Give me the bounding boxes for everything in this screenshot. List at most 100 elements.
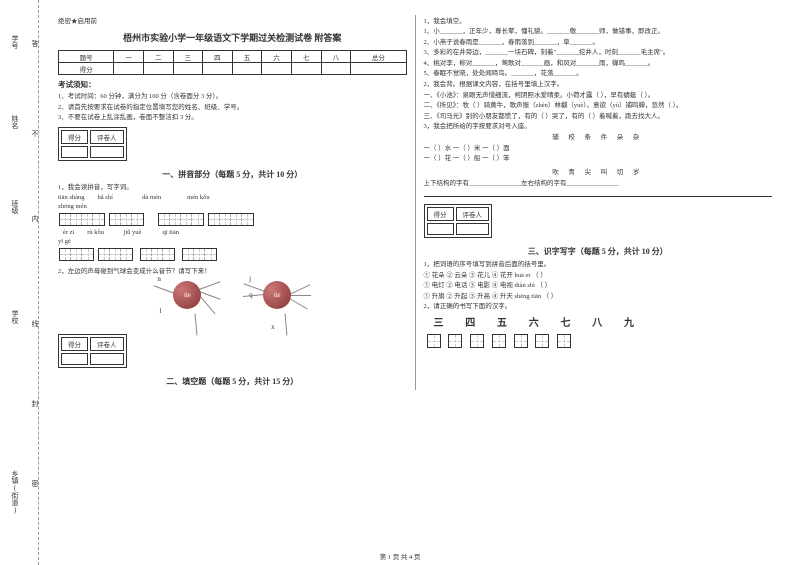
fill-item: 2、小燕子说春雨是_______，春雨落到_______，草_______。 [424,38,773,47]
write-box[interactable] [109,213,144,226]
write-box[interactable] [140,248,175,261]
balloon-diagram: n üe l j q [58,277,407,313]
char-bank: 吹 青 尖 叫 切 岁 [424,168,773,177]
right-column: 1，我会填空。 1、小_______，正年少，尊长辈，懂礼貌。_______敬_… [416,15,781,390]
pinyin: yī gè [58,238,407,245]
th: 一 [114,51,144,63]
section-1-title: 一、拼音部分（每题 5 分，共计 10 分） [58,169,407,180]
pinyin: qī tiān [163,229,179,236]
hanzi: 七 [561,314,571,329]
margin-label-class: 班级 [10,200,20,214]
pinyin: rù kǒu [87,229,104,236]
notice-title: 考试须知： [58,79,407,90]
option-row: ① 花朵 ② 云朵 ③ 花儿 ④ 花开 huā er （ ） [424,271,773,280]
score-label: 得分 [61,130,88,144]
hanzi: 三 [434,314,444,329]
margin-label-name: 姓名 [10,115,20,129]
left-column: 绝密★启用前 梧州市实验小学一年级语文下学期过关检测试卷 附答案 题号 一 二 … [50,15,415,390]
write-cell[interactable] [492,334,506,348]
question: 2，请正确的书写下面的汉字。 [424,302,773,311]
write-box[interactable] [59,248,94,261]
tianzige-row [58,247,407,262]
pinyin: bǎ shí [98,194,113,201]
char-bank: 辅 校 条 件 朵 杂 [424,133,773,142]
pinyin: tiān shàng [58,194,85,201]
margin-label-school: 学校 [10,310,20,324]
score-label: 得分 [61,337,88,351]
write-cell[interactable] [470,334,484,348]
question: 1，把词语的序号填写到拼音后面的括号里。 [424,260,773,269]
write-cell[interactable] [535,334,549,348]
char-grid-row [424,332,773,350]
structure-fill: 上下结构的字有________________左右结构的字有__________… [424,179,773,188]
th: 四 [203,51,233,63]
dash-mark: 密 [30,480,40,487]
question: 1，我会填空。 [424,17,773,26]
hanzi: 四 [465,314,475,329]
th: 八 [321,51,351,63]
binding-margin: 学号 姓名 班级 学校 乡镇(街道) 答 不 内 线 封 密 [0,0,45,565]
dash-mark: 封 [30,400,40,407]
section-2-title: 二、填空题（每题 5 分，共计 15 分） [58,376,407,387]
write-cell[interactable] [557,334,571,348]
score-label: 得分 [427,207,454,221]
letter: j [249,275,251,283]
th: 题号 [59,51,114,63]
notice-item: 2、请首先按要求在试卷的指定位置填写您的姓名、班级、学号。 [58,103,407,112]
fill-item: 一、《小池》：泉眼无声惜细流，柯阴照水爱晴柔。小荷才露（ ），早有蜻蜓（ ）。 [424,91,773,100]
tianzige-row [58,212,407,227]
hanzi: 五 [497,314,507,329]
dash-mark: 答 [30,40,40,47]
fill-item: 1、小_______，正年少，尊长辈，懂礼貌。_______敬_______师，… [424,27,773,36]
write-box[interactable] [59,213,105,226]
balloon-icon: üe [173,281,201,309]
write-box[interactable] [208,213,254,226]
dash-mark: 不 [30,130,40,137]
grader-box: 得分 评卷人 [58,334,127,368]
question-2: 2，左边的声母碰到气球会变成什么音节？请写下来！ [58,267,407,276]
fill-item: 4、桃对李，柳对_______，莺歌对_______画，和风对_______雨，… [424,59,773,68]
question-1: 1，我会读拼音，写字词。 [58,183,407,192]
grader-label: 评卷人 [456,207,490,221]
hanzi: 八 [592,314,602,329]
notice-list: 1、考试时间：60 分钟，满分为 100 分（含卷面分 3 分）。 2、请首先按… [58,92,407,122]
page-footer: 第 1 页 共 4 页 [0,551,800,561]
dash-mark: 线 [30,320,40,327]
score-table: 题号 一 二 三 四 五 六 七 八 总分 得分 [58,50,407,75]
th: 五 [232,51,262,63]
fill-item: 三、《司马光》别的小朋友都慌了，有的（ ）哭了，有的（ ）着喊着，跑去找大人。 [424,112,773,121]
pinyin: dà mén [142,194,161,201]
write-cell[interactable] [514,334,528,348]
section-3-title: 三、识字写字（每题 5 分，共计 10 分） [424,246,773,257]
notice-item: 1、考试时间：60 分钟，满分为 100 分（含卷面分 3 分）。 [58,92,407,101]
pinyin: mén kǒu [187,194,210,201]
table-row: 题号 一 二 三 四 五 六 七 八 总分 [59,51,407,63]
fill-item: 3、多彩的在井旁边，_______一块石碑，刻着"_______挖井人，时刻__… [424,48,773,57]
dash-mark: 内 [30,215,40,222]
bignum-row: 三 四 五 六 七 八 九 [424,314,773,329]
fill-item: 5、春眠不觉晓，处处闻啼鸟。_______，花落_______。 [424,69,773,78]
write-cell[interactable] [427,334,441,348]
balloon-icon: üe [263,281,291,309]
th: 二 [143,51,173,63]
th: 六 [262,51,292,63]
grader-box: 得分 评卷人 [58,127,127,161]
question: 2，我会背。根据课文内容，在括号里填上汉字。 [424,80,773,89]
page-content: 绝密★启用前 梧州市实验小学一年级语文下学期过关检测试卷 附答案 题号 一 二 … [0,0,800,400]
table-row: 得分 [59,63,407,75]
question: 3，我会把所给的字按要求对号入座。 [424,122,773,131]
write-box[interactable] [98,248,133,261]
write-box[interactable] [158,213,204,226]
letter: n [157,275,161,283]
write-cell[interactable] [448,334,462,348]
th: 总分 [351,51,406,63]
th: 七 [291,51,321,63]
write-box[interactable] [182,248,217,261]
th: 三 [173,51,203,63]
letter: l [159,307,161,315]
grader-box: 得分 评卷人 [424,204,493,238]
margin-label-town: 乡镇(街道) [10,470,20,514]
option-row: ① 电灯 ② 电话 ③ 电影 ④ 电视 diàn shì （ ） [424,281,773,290]
option-row: ① 升旗 ② 升起 ③ 升高 ④ 升天 shēng tiān （ ） [424,292,773,301]
hanzi: 六 [529,314,539,329]
